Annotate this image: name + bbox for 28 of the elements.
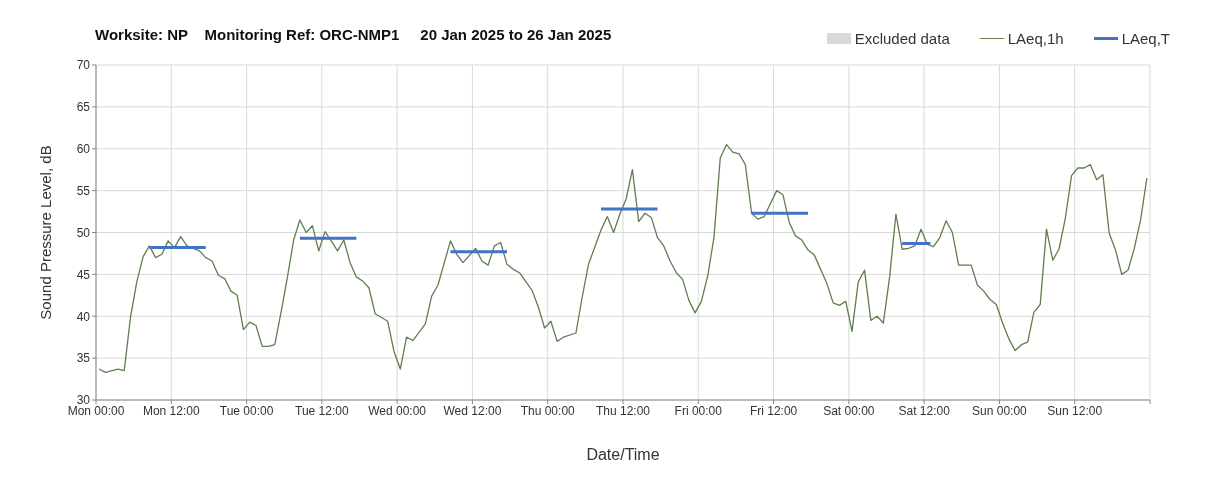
x-tick-label: Sat 12:00 xyxy=(898,403,951,418)
x-tick-label: Mon 12:00 xyxy=(142,403,200,418)
y-axis-title: Sound Pressure Level, dB xyxy=(37,145,55,320)
y-tick-label: 45 xyxy=(76,267,91,282)
y-tick-label: 40 xyxy=(76,309,91,324)
y-tick-label: 60 xyxy=(76,142,91,157)
x-tick-label: Wed 00:00 xyxy=(368,403,427,418)
x-tick-label: Fri 00:00 xyxy=(674,403,723,418)
y-tick-label: 35 xyxy=(76,351,91,366)
x-axis-title: Date/Time xyxy=(586,446,660,463)
x-tick-label: Fri 12:00 xyxy=(749,403,798,418)
chart-title: Worksite: NP Monitoring Ref: ORC-NMP1 20 Jan 2025 to 26 Jan 2025 xyxy=(95,26,612,43)
y-tick-label: 55 xyxy=(76,183,91,198)
x-tick-label: Sat 00:00 xyxy=(823,403,875,418)
legend-label: LAeq,1h xyxy=(1007,30,1064,47)
line-series xyxy=(98,143,1148,374)
x-tick-label: Tue 00:00 xyxy=(219,403,274,418)
x-tick-label: Thu 00:00 xyxy=(520,403,576,418)
x-tick-label: Wed 12:00 xyxy=(443,403,502,418)
x-tick-label: Sun 00:00 xyxy=(972,403,1028,418)
legend-label: Excluded data xyxy=(854,30,950,47)
x-tick-label: Tue 12:00 xyxy=(295,403,349,418)
legend-label: LAeq,T xyxy=(1121,30,1170,47)
y-tick-label: 50 xyxy=(76,225,91,240)
x-tick-label: Thu 12:00 xyxy=(595,403,651,418)
y-tick-label: 70 xyxy=(76,58,91,73)
y-tick-label: 65 xyxy=(76,100,91,115)
x-tick-label: Sun 12:00 xyxy=(1047,403,1103,418)
